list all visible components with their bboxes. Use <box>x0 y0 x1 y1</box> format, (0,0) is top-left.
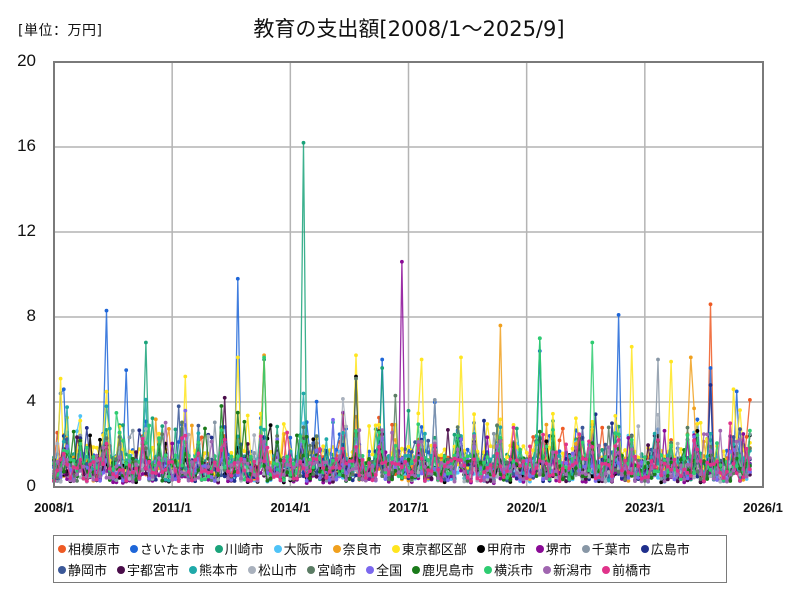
legend-label: 宮崎市 <box>317 564 357 579</box>
chart-title: 教育の支出額[2008/1〜2025/9] <box>253 17 565 41</box>
legend-item: 大阪市 <box>273 539 323 558</box>
legend-marker-icon <box>117 565 126 574</box>
x-tick-label: 2008/1 <box>34 500 74 515</box>
legend-label: 広島市 <box>650 543 690 558</box>
legend-label: 新潟市 <box>553 564 593 579</box>
legend-marker-icon <box>214 544 223 553</box>
legend-marker-icon <box>248 565 257 574</box>
x-tick-label: 2026/1 <box>743 500 783 515</box>
y-tick-label: 16 <box>17 136 36 155</box>
x-tick-label: 2017/1 <box>388 500 429 515</box>
series-19 <box>52 421 752 484</box>
series-lines <box>52 140 752 486</box>
plot-frame <box>53 61 764 488</box>
series-17 <box>52 336 752 483</box>
legend-marker-icon <box>484 565 493 574</box>
legend-marker-icon <box>640 544 649 553</box>
legend-label: 横浜市 <box>494 564 534 579</box>
legend-marker-icon <box>58 544 66 553</box>
legend-label: 千葉市 <box>591 543 631 558</box>
x-tick-label: 2014/1 <box>270 500 311 515</box>
legend-marker-icon <box>307 565 316 574</box>
x-tick-label: 2011/1 <box>152 500 192 515</box>
legend-marker-icon <box>543 565 552 574</box>
legend-row: 静岡市 宇都宮市 熊本市 松山市 宮崎市 全国 鹿児島市 横浜市 新潟市 前橋市 <box>58 559 722 580</box>
legend-marker-icon <box>412 565 421 574</box>
legend-item: 東京都区部 <box>391 539 467 558</box>
legend-item: 鹿児島市 <box>412 560 474 579</box>
legend-item: 新潟市 <box>543 560 592 579</box>
legend-item: 宇都宮市 <box>117 560 179 579</box>
legend-item: 前橋市 <box>602 560 651 579</box>
legend-label: 大阪市 <box>283 543 323 558</box>
gridlines <box>54 62 763 487</box>
legend-label: 川崎市 <box>224 543 264 558</box>
legend-marker-icon <box>58 565 66 574</box>
legend-label: 松山市 <box>258 564 298 579</box>
legend-item: 川崎市 <box>214 539 264 558</box>
legend-marker-icon <box>391 544 400 553</box>
y-tick-label: 8 <box>26 306 36 325</box>
legend-item: 広島市 <box>640 539 690 558</box>
legend-label: 宇都宮市 <box>127 564 180 579</box>
legend-label: 熊本市 <box>199 564 239 579</box>
legend-item: 奈良市 <box>332 539 382 558</box>
legend-item: 宮崎市 <box>307 560 356 579</box>
legend-marker-icon <box>476 544 485 553</box>
legend-label: 奈良市 <box>342 543 382 558</box>
legend-label: 鹿児島市 <box>422 564 475 579</box>
legend-marker-icon <box>189 565 198 574</box>
x-tick-label: 2020/1 <box>506 500 547 515</box>
legend-item: 熊本市 <box>189 560 238 579</box>
plot-area <box>52 61 764 488</box>
legend-label: 甲府市 <box>486 543 526 558</box>
y-tick-label: 12 <box>17 221 36 240</box>
legend-item: 全国 <box>366 560 402 579</box>
legend-marker-icon <box>602 565 611 574</box>
legend-item: 堺市 <box>535 539 572 558</box>
legend-label: 全国 <box>376 564 403 579</box>
unit-label: [単位：万円] <box>18 23 103 39</box>
y-tick-label: 4 <box>26 391 36 410</box>
legend-item: さいたま市 <box>130 539 205 558</box>
legend-item: 松山市 <box>248 560 297 579</box>
legend-item: 相模原市 <box>58 539 120 558</box>
x-tick-label: 2023/1 <box>624 500 665 515</box>
legend-marker-icon <box>366 565 375 574</box>
legend-item: 千葉市 <box>581 539 631 558</box>
legend-item: 横浜市 <box>484 560 533 579</box>
legend: 相模原市 さいたま市 川崎市 大阪市 奈良市 東京都区部 甲府市 堺市 千葉市 広島市 静岡市 宇都… <box>53 535 727 583</box>
legend-label: 相模原市 <box>68 543 121 558</box>
legend-marker-icon <box>581 544 590 553</box>
legend-item: 甲府市 <box>476 539 526 558</box>
legend-label: さいたま市 <box>140 543 205 558</box>
legend-marker-icon <box>535 544 544 553</box>
legend-marker-icon <box>130 544 139 553</box>
legend-marker-icon <box>273 544 282 553</box>
y-tick-label: 0 <box>26 476 36 495</box>
y-tick-label: 20 <box>17 51 36 70</box>
legend-marker-icon <box>332 544 341 553</box>
legend-label: 静岡市 <box>68 564 108 579</box>
legend-row: 相模原市 さいたま市 川崎市 大阪市 奈良市 東京都区部 甲府市 堺市 千葉市 広島市 <box>58 538 722 559</box>
legend-label: 堺市 <box>545 543 572 558</box>
legend-label: 前橋市 <box>612 564 652 579</box>
legend-label: 東京都区部 <box>401 543 467 558</box>
legend-item: 静岡市 <box>58 560 107 579</box>
